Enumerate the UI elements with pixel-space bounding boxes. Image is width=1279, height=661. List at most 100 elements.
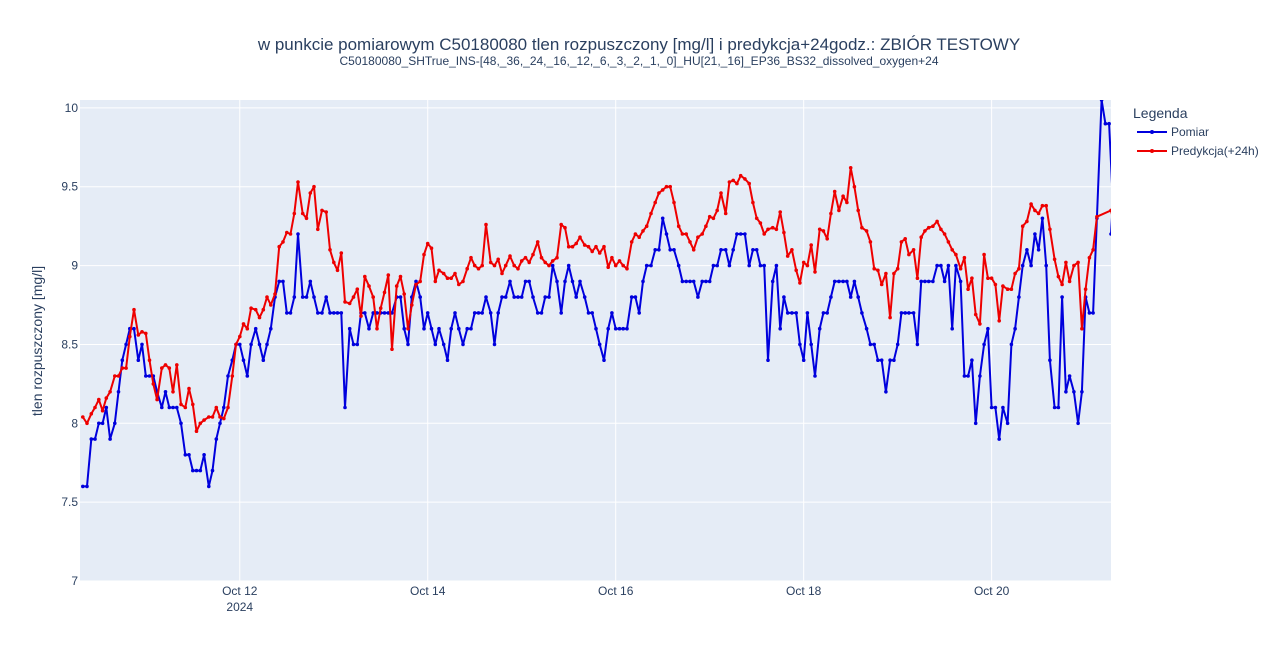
data-point[interactable] [691, 248, 696, 252]
data-point[interactable] [641, 279, 645, 284]
data-point[interactable] [617, 259, 622, 263]
data-point[interactable] [754, 216, 759, 221]
data-point[interactable] [304, 295, 309, 299]
data-point[interactable] [798, 281, 802, 285]
data-point[interactable] [657, 191, 661, 195]
data-point[interactable] [711, 263, 716, 268]
data-point[interactable] [226, 405, 230, 410]
data-point[interactable] [488, 260, 493, 265]
data-point[interactable] [602, 358, 606, 363]
data-point[interactable] [629, 295, 634, 299]
data-point[interactable] [856, 295, 860, 299]
data-point[interactable] [500, 295, 504, 299]
data-point[interactable] [191, 402, 195, 407]
data-point[interactable] [911, 311, 916, 315]
data-point[interactable] [285, 230, 289, 235]
data-point[interactable] [962, 374, 967, 378]
data-point[interactable] [273, 292, 277, 296]
data-point[interactable] [257, 342, 262, 347]
data-point[interactable] [821, 311, 826, 315]
data-point[interactable] [649, 211, 653, 216]
data-point[interactable] [684, 279, 688, 284]
data-point[interactable] [973, 421, 978, 426]
data-point[interactable] [124, 366, 128, 370]
data-point[interactable] [903, 311, 907, 315]
data-point[interactable] [563, 225, 567, 230]
data-point[interactable] [997, 319, 1001, 323]
data-point[interactable] [778, 210, 782, 214]
data-point[interactable] [453, 311, 457, 315]
data-point[interactable] [597, 342, 602, 347]
data-point[interactable] [1109, 208, 1113, 213]
data-point[interactable] [398, 274, 403, 279]
data-point[interactable] [754, 248, 759, 252]
data-point[interactable] [892, 358, 896, 363]
data-point[interactable] [531, 295, 535, 299]
data-point[interactable] [852, 184, 857, 189]
data-point[interactable] [813, 374, 817, 378]
data-point[interactable] [845, 200, 849, 205]
data-point[interactable] [140, 330, 144, 334]
data-point[interactable] [198, 421, 203, 426]
data-point[interactable] [680, 232, 685, 236]
data-point[interactable] [973, 312, 978, 317]
data-point[interactable] [1087, 311, 1092, 315]
data-point[interactable] [707, 279, 712, 284]
data-point[interactable] [845, 279, 849, 284]
data-point[interactable] [472, 263, 477, 268]
data-point[interactable] [758, 221, 763, 225]
data-point[interactable] [660, 188, 665, 192]
data-point[interactable] [864, 229, 869, 233]
data-point[interactable] [688, 279, 692, 284]
data-point[interactable] [715, 263, 719, 268]
data-point[interactable] [895, 342, 900, 347]
data-point[interactable] [503, 295, 508, 299]
data-point[interactable] [402, 326, 407, 331]
data-point[interactable] [860, 311, 864, 315]
data-point[interactable] [300, 211, 305, 216]
data-point[interactable] [100, 408, 105, 413]
data-point[interactable] [559, 311, 563, 315]
data-point[interactable] [308, 279, 313, 284]
data-point[interactable] [743, 232, 747, 236]
data-point[interactable] [829, 295, 833, 299]
data-point[interactable] [1017, 266, 1021, 271]
data-point[interactable] [312, 295, 316, 299]
data-point[interactable] [613, 326, 618, 331]
data-point[interactable] [281, 279, 285, 284]
data-point[interactable] [113, 421, 117, 426]
data-point[interactable] [433, 279, 438, 284]
data-point[interactable] [480, 263, 485, 268]
data-point[interactable] [155, 397, 159, 402]
data-point[interactable] [367, 284, 371, 288]
data-point[interactable] [89, 412, 94, 416]
data-point[interactable] [160, 405, 164, 410]
data-point[interactable] [512, 295, 516, 299]
data-point[interactable] [743, 177, 747, 181]
data-point[interactable] [832, 189, 837, 194]
data-point[interactable] [978, 374, 982, 378]
data-point[interactable] [363, 311, 367, 315]
data-point[interactable] [832, 279, 837, 284]
data-point[interactable] [547, 263, 551, 268]
data-point[interactable] [704, 279, 708, 284]
data-point[interactable] [245, 374, 250, 378]
data-point[interactable] [1099, 98, 1104, 102]
data-point[interactable] [590, 311, 594, 315]
data-point[interactable] [104, 396, 109, 400]
data-point[interactable] [202, 453, 206, 457]
data-point[interactable] [508, 254, 512, 258]
data-point[interactable] [93, 437, 97, 441]
data-point[interactable] [81, 484, 85, 489]
data-point[interactable] [1044, 203, 1048, 208]
data-point[interactable] [277, 244, 282, 249]
data-point[interactable] [1087, 255, 1092, 260]
data-point[interactable] [429, 246, 434, 250]
data-point[interactable] [363, 274, 367, 279]
data-point[interactable] [700, 232, 704, 236]
data-point[interactable] [167, 405, 172, 410]
data-point[interactable] [414, 282, 418, 287]
data-point[interactable] [108, 437, 112, 441]
data-point[interactable] [1052, 257, 1057, 262]
data-point[interactable] [175, 363, 179, 367]
